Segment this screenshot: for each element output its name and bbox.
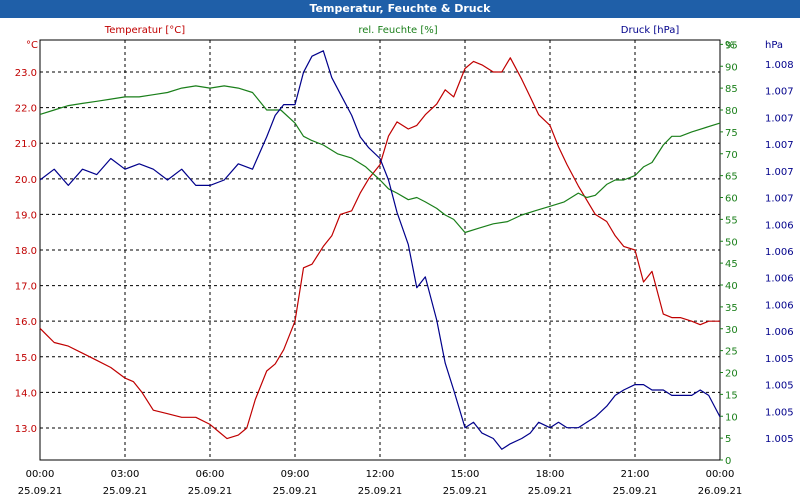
pressure-tick: 1.008 <box>765 60 794 71</box>
humidity-tick: 65 <box>725 172 738 183</box>
x-axis-tick-labels: 00:00 25.09.21 03:00 25.09.21 06:00 25.09.21 0… <box>18 469 743 497</box>
pressure-tick: 1.007 <box>765 194 794 205</box>
x-tick-date: 25.09.21 <box>18 486 63 497</box>
pressure-tick: 1.006 <box>765 300 794 311</box>
temperature-tick-labels: 13.0 14.0 15.0 16.0 17.0 18.0 19.0 20.0 21.0 22.0… <box>15 68 37 435</box>
temperature-unit-label: °C <box>26 40 38 51</box>
humidity-tick: 30 <box>725 325 738 336</box>
x-tick-time: 18:00 <box>536 469 565 480</box>
temperature-tick: 19.0 <box>15 210 37 221</box>
humidity-tick: 55 <box>725 215 738 226</box>
pressure-tick: 1.007 <box>765 87 794 98</box>
temperature-tick: 21.0 <box>15 139 37 150</box>
humidity-tick: 40 <box>725 281 738 292</box>
humidity-tick: 90 <box>725 62 738 73</box>
humidity-series-line <box>39 85 721 234</box>
temperature-tick: 18.0 <box>15 246 37 257</box>
x-tick-date: 25.09.21 <box>273 486 318 497</box>
x-tick-date: 25.09.21 <box>443 486 488 497</box>
temperature-tick: 20.0 <box>15 175 37 186</box>
x-tick-time: 21:00 <box>621 469 650 480</box>
humidity-tick: 25 <box>725 347 738 358</box>
pressure-tick: 1.005 <box>765 354 794 365</box>
pressure-tick: 1.006 <box>765 220 794 231</box>
temperature-tick: 17.0 <box>15 282 37 293</box>
pressure-tick: 1.006 <box>765 247 794 258</box>
x-tick-date: 25.09.21 <box>188 486 233 497</box>
pressure-tick: 1.006 <box>765 327 794 338</box>
x-tick-time: 00:00 <box>26 469 55 480</box>
humidity-tick: 70 <box>725 150 738 161</box>
humidity-tick: 45 <box>725 259 738 270</box>
pressure-series-line <box>39 50 721 450</box>
humidity-tick: 10 <box>725 412 738 423</box>
x-tick-time: 03:00 <box>111 469 140 480</box>
x-tick-time: 06:00 <box>196 469 225 480</box>
temperature-tick: 22.0 <box>15 104 37 115</box>
x-tick-time: 00:00 <box>706 469 735 480</box>
pressure-tick: 1.005 <box>765 434 794 445</box>
legend-temperature: Temperatur [°C] <box>104 25 185 36</box>
temperature-tick: 15.0 <box>15 353 37 364</box>
series-layer <box>39 50 721 450</box>
humidity-tick-labels: 0 5 10 15 20 25 30 35 40 45 50 55 60 65 70 75 80 85 90 95 <box>720 40 738 467</box>
pressure-tick: 1.005 <box>765 407 794 418</box>
humidity-tick: 75 <box>725 128 738 139</box>
humidity-tick: 95 <box>725 40 738 51</box>
temperature-tick: 23.0 <box>15 68 37 79</box>
temperature-series-line <box>39 57 720 440</box>
humidity-tick: 80 <box>725 106 738 117</box>
humidity-tick: 35 <box>725 303 738 314</box>
legend-pressure: Druck [hPa] <box>621 25 680 36</box>
humidity-tick: 5 <box>725 434 731 445</box>
humidity-unit-label: % <box>725 40 735 51</box>
pressure-tick: 1.007 <box>765 113 794 124</box>
humidity-tick: 85 <box>725 84 738 95</box>
x-tick-date: 25.09.21 <box>103 486 148 497</box>
x-tick-date: 25.09.21 <box>528 486 573 497</box>
humidity-tick: 50 <box>725 237 738 248</box>
pressure-unit-label: hPa <box>765 40 783 51</box>
x-tick-date: 25.09.21 <box>613 486 658 497</box>
pressure-tick: 1.006 <box>765 274 794 285</box>
chart-title: Temperatur, Feuchte & Druck <box>0 0 800 18</box>
pressure-tick: 1.007 <box>765 140 794 151</box>
x-tick-time: 12:00 <box>366 469 395 480</box>
pressure-tick: 1.007 <box>765 167 794 178</box>
temperature-tick: 14.0 <box>15 388 37 399</box>
x-tick-time: 15:00 <box>451 469 480 480</box>
x-tick-date: 26.09.21 <box>698 486 743 497</box>
temperature-tick: 13.0 <box>15 424 37 435</box>
legend-humidity: rel. Feuchte [%] <box>358 25 437 36</box>
grid-layer <box>40 40 720 460</box>
pressure-tick-labels: 1.005 1.005 1.005 1.005 1.006 1.006 1.006 1.006… <box>765 60 794 445</box>
x-tick-time: 09:00 <box>281 469 310 480</box>
x-tick-date: 25.09.21 <box>358 486 403 497</box>
humidity-tick: 60 <box>725 194 738 205</box>
pressure-tick: 1.005 <box>765 381 794 392</box>
humidity-tick: 15 <box>725 390 738 401</box>
humidity-tick: 0 <box>725 456 731 467</box>
humidity-tick: 20 <box>725 369 738 380</box>
temperature-tick: 16.0 <box>15 317 37 328</box>
